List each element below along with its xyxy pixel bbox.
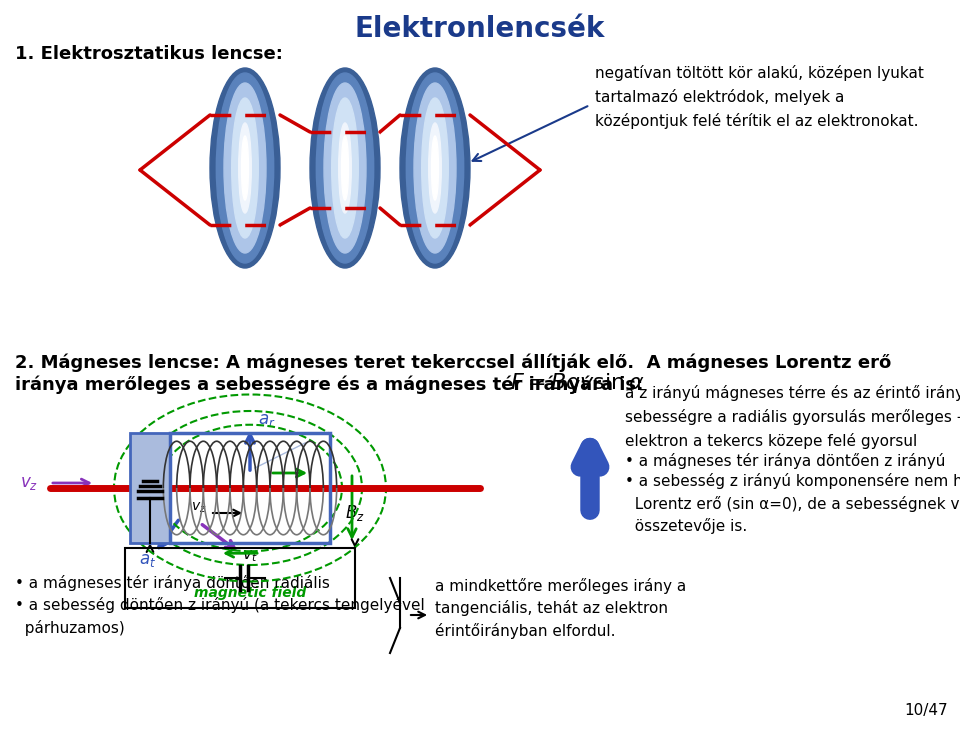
Text: • a sebesség döntően z irányú (a tekercs tengelyével
  párhuzamos): • a sebesség döntően z irányú (a tekercs… (15, 597, 424, 636)
Text: $v_z$: $v_z$ (191, 501, 207, 515)
Text: 2. Mágneses lencse: A mágneses teret tekerccsel állítják elő.  A mágneses Lorent: 2. Mágneses lencse: A mágneses teret tek… (15, 353, 891, 372)
Text: Elektronlencsék: Elektronlencsék (355, 15, 605, 43)
Ellipse shape (210, 68, 280, 268)
Ellipse shape (429, 123, 442, 213)
Text: $B_r$: $B_r$ (140, 508, 159, 528)
Text: negatívan töltött kör alakú, középen lyukat
tartalmazó elektródok, melyek a
közé: negatívan töltött kör alakú, középen lyu… (595, 65, 924, 128)
Ellipse shape (316, 73, 373, 263)
Ellipse shape (216, 73, 274, 263)
Ellipse shape (431, 136, 439, 200)
Text: 10/47: 10/47 (904, 703, 948, 718)
Text: • a mágneses tér iránya döntően z irányú: • a mágneses tér iránya döntően z irányú (625, 453, 946, 469)
Text: 1. Elektrosztatikus lencse:: 1. Elektrosztatikus lencse: (15, 45, 283, 63)
Ellipse shape (342, 136, 348, 200)
Ellipse shape (414, 83, 456, 253)
Text: $v_z$: $v_z$ (20, 474, 38, 492)
Ellipse shape (406, 73, 464, 263)
Text: $a_t$: $a_t$ (139, 551, 156, 569)
Bar (170, 433, 330, 543)
Text: • a sebesség z irányú komponensére nem hat mágneses
  Lorentz erő (sin α=0), de : • a sebesség z irányú komponensére nem h… (625, 473, 960, 534)
Bar (130, 433, 170, 543)
Text: magnetic field: magnetic field (194, 586, 306, 600)
Text: $B_z$: $B_z$ (345, 503, 365, 523)
Text: a z irányú mágneses térre és az érintő irányú
sebességre a radiális gyorsulás me: a z irányú mágneses térre és az érintő i… (625, 385, 960, 449)
Ellipse shape (310, 68, 380, 268)
Text: • a mágneses tér iránya döntően radiális: • a mágneses tér iránya döntően radiális (15, 575, 330, 591)
Ellipse shape (421, 98, 448, 238)
Text: $a_r$: $a_r$ (258, 411, 276, 429)
Text: a mindkettőre merőleges irány a
tangenciális, tehát az elektron
érintőirányban e: a mindkettőre merőleges irány a tangenci… (435, 578, 686, 639)
Bar (125, 548, 355, 608)
Ellipse shape (400, 68, 470, 268)
Ellipse shape (224, 83, 266, 253)
Ellipse shape (242, 136, 249, 200)
Ellipse shape (324, 83, 366, 253)
Text: $F = Bqv\sin\alpha$: $F = Bqv\sin\alpha$ (510, 371, 644, 395)
Ellipse shape (339, 123, 351, 213)
Text: iránya merőleges a sebességre és a mágneses tér irányára is:: iránya merőleges a sebességre és a mágne… (15, 375, 643, 394)
Ellipse shape (231, 98, 258, 238)
Ellipse shape (239, 123, 252, 213)
Text: $v_t$: $v_t$ (242, 548, 257, 564)
Ellipse shape (332, 98, 358, 238)
